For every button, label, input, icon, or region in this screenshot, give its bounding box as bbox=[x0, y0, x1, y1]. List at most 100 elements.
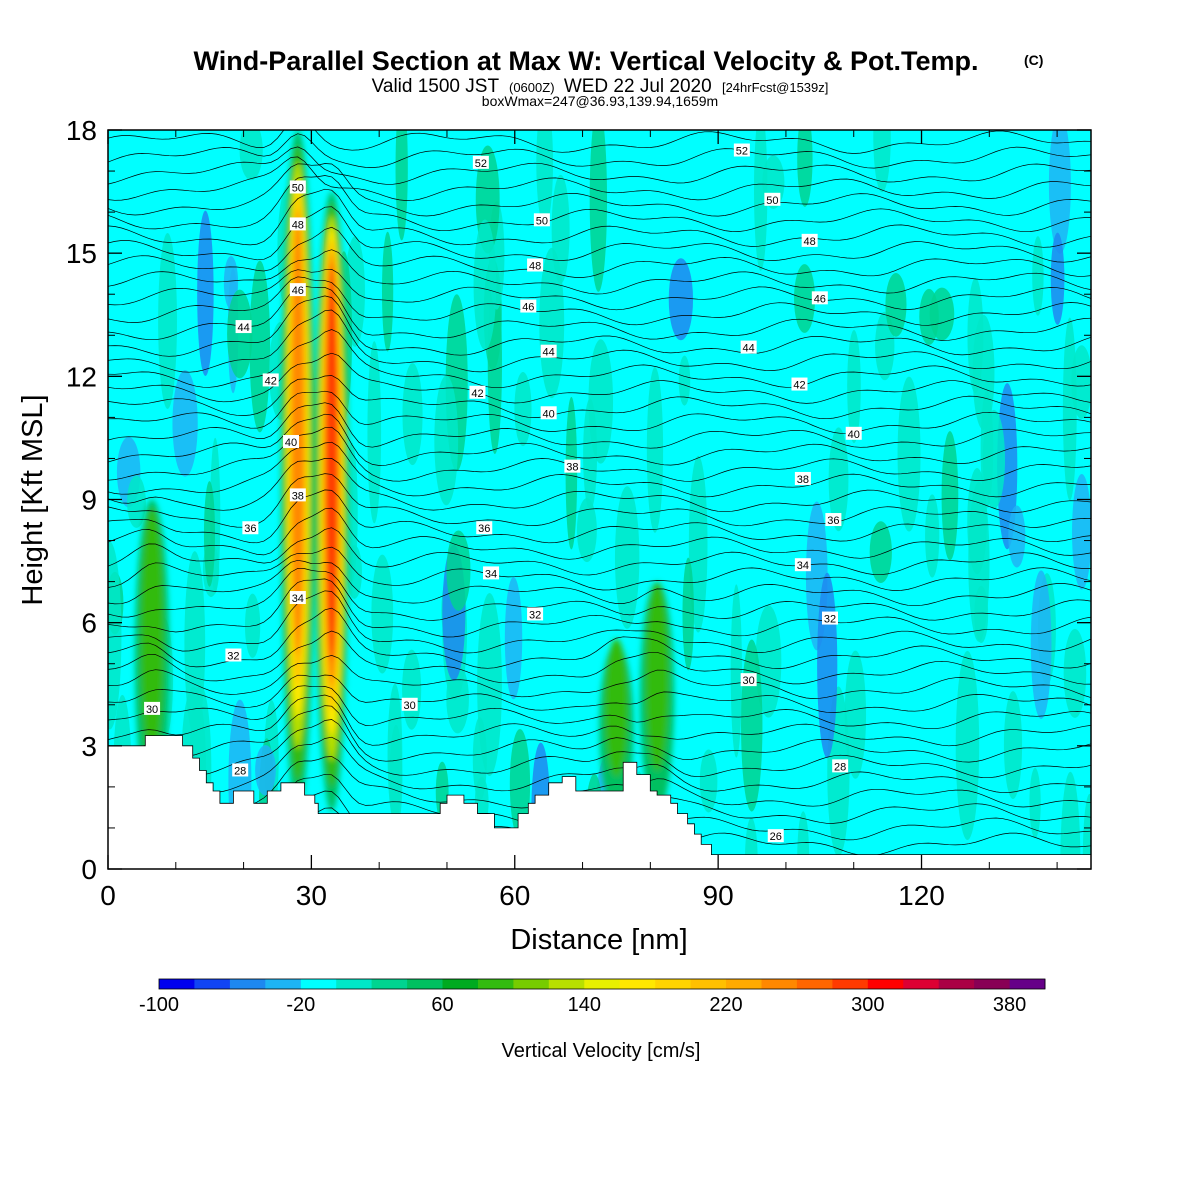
velocity-cell bbox=[1030, 570, 1052, 719]
theta-label: 34 bbox=[794, 558, 811, 572]
theta-label-text: 44 bbox=[237, 322, 249, 334]
velocity-cell bbox=[1050, 232, 1065, 325]
velocity-cell bbox=[504, 576, 523, 700]
velocity-cell bbox=[588, 339, 614, 464]
colorbar-swatch bbox=[159, 979, 195, 989]
y-tick-label: 3 bbox=[81, 731, 97, 762]
colorbar-swatch bbox=[194, 979, 231, 989]
theta-label-text: 34 bbox=[797, 560, 809, 572]
theta-contour-line bbox=[108, 527, 1091, 576]
theta-label: 32 bbox=[225, 648, 242, 663]
colorbar-swatch bbox=[371, 979, 408, 989]
velocity-cell bbox=[982, 409, 1006, 510]
velocity-cell bbox=[869, 521, 892, 583]
theta-label-text: 40 bbox=[285, 437, 297, 449]
theta-contour-line bbox=[108, 607, 1091, 669]
theta-label: 36 bbox=[825, 513, 842, 527]
velocity-cell bbox=[997, 383, 1018, 550]
colorbar-tick-label: 300 bbox=[851, 994, 884, 1016]
velocity-cell bbox=[925, 494, 940, 578]
theta-label: 44 bbox=[235, 320, 252, 334]
theta-contour-line bbox=[108, 268, 1091, 311]
terrain-mask bbox=[108, 735, 1091, 869]
theta-contour-line bbox=[108, 390, 1091, 434]
theta-label-text: 30 bbox=[146, 704, 158, 716]
theta-label-text: 32 bbox=[529, 609, 541, 621]
theta-contour-line bbox=[108, 295, 1091, 357]
colorbar-swatch bbox=[726, 979, 762, 989]
velocity-cell bbox=[1008, 505, 1026, 568]
theta-label-text: 52 bbox=[475, 158, 487, 170]
velocity-cell bbox=[203, 481, 216, 587]
theta-label: 42 bbox=[791, 377, 808, 392]
theta-contours bbox=[108, 130, 1091, 857]
colorbar-tick-label: -100 bbox=[139, 994, 179, 1016]
velocity-cell bbox=[1063, 628, 1087, 718]
theta-contour-line bbox=[108, 413, 1091, 466]
theta-label: 38 bbox=[564, 459, 581, 474]
colorbar-tick-label: 380 bbox=[993, 994, 1026, 1016]
theta-label: 48 bbox=[527, 258, 544, 272]
theta-label-text: 28 bbox=[234, 765, 246, 777]
theta-contour-line bbox=[108, 546, 1091, 591]
velocity-cell bbox=[589, 130, 608, 292]
theta-label-text: 46 bbox=[522, 302, 534, 314]
valid-time-line: Valid 1500 JST (0600Z) WED 22 Jul 2020 [… bbox=[372, 76, 829, 97]
velocity-cell bbox=[753, 130, 768, 271]
colorbar-swatch bbox=[407, 979, 443, 989]
velocity-cell bbox=[797, 130, 813, 207]
theta-contour-line bbox=[108, 655, 1091, 699]
theta-contour-line bbox=[108, 426, 1091, 482]
theta-contour-line bbox=[108, 473, 1091, 528]
theta-label: 36 bbox=[242, 521, 259, 535]
velocity-cell bbox=[371, 554, 394, 674]
theta-contour-line bbox=[108, 736, 1091, 794]
velocity-cell bbox=[514, 371, 532, 447]
colorbar-swatch bbox=[903, 979, 940, 989]
theta-contour-line bbox=[108, 329, 1091, 389]
theta-contour-line bbox=[108, 578, 1091, 638]
velocity-cell bbox=[730, 584, 742, 758]
theta-label: 52 bbox=[472, 155, 489, 170]
velocity-cell bbox=[249, 260, 271, 433]
colorbar-tick-label: 140 bbox=[568, 994, 601, 1016]
theta-label: 52 bbox=[733, 143, 750, 158]
velocity-cell bbox=[473, 219, 497, 350]
colorbar-swatch bbox=[265, 979, 302, 989]
velocity-cell bbox=[919, 288, 939, 345]
velocity-cell bbox=[614, 486, 640, 629]
theta-label-text: 50 bbox=[766, 195, 778, 207]
velocity-cell bbox=[239, 130, 263, 181]
velocity-cell bbox=[897, 376, 921, 532]
theta-contour-line bbox=[108, 309, 1091, 373]
theta-label: 48 bbox=[289, 217, 306, 231]
velocity-cell bbox=[536, 130, 554, 227]
theta-label-text: 44 bbox=[543, 347, 555, 359]
y-tick-label: 6 bbox=[81, 608, 97, 639]
theta-contour-line bbox=[108, 705, 1091, 763]
theta-label-text: 42 bbox=[471, 388, 483, 400]
velocity-cell bbox=[688, 455, 708, 633]
theta-label: 30 bbox=[401, 697, 418, 712]
theta-contour-line bbox=[108, 249, 1091, 295]
theta-contour-line bbox=[108, 590, 1091, 654]
theta-contour-line bbox=[108, 163, 1091, 217]
colorbar-swatch bbox=[796, 979, 833, 989]
x-axis-label: Distance [nm] bbox=[510, 924, 687, 956]
theta-label: 30 bbox=[740, 673, 757, 687]
velocity-cell bbox=[367, 341, 382, 524]
theta-label-text: 32 bbox=[824, 614, 836, 626]
theta-label: 42 bbox=[469, 385, 486, 400]
theta-label: 50 bbox=[289, 180, 306, 194]
theta-label: 46 bbox=[289, 283, 306, 297]
theta-label: 40 bbox=[845, 426, 862, 441]
theta-contour-line bbox=[108, 175, 1091, 233]
velocity-cell bbox=[255, 745, 276, 796]
velocity-cell bbox=[1060, 771, 1081, 869]
theta-contour-line bbox=[108, 507, 1091, 560]
theta-label-text: 28 bbox=[834, 761, 846, 773]
colorbar-swatch bbox=[513, 979, 550, 989]
theta-label-text: 46 bbox=[814, 293, 826, 305]
theta-label-text: 36 bbox=[478, 523, 490, 535]
